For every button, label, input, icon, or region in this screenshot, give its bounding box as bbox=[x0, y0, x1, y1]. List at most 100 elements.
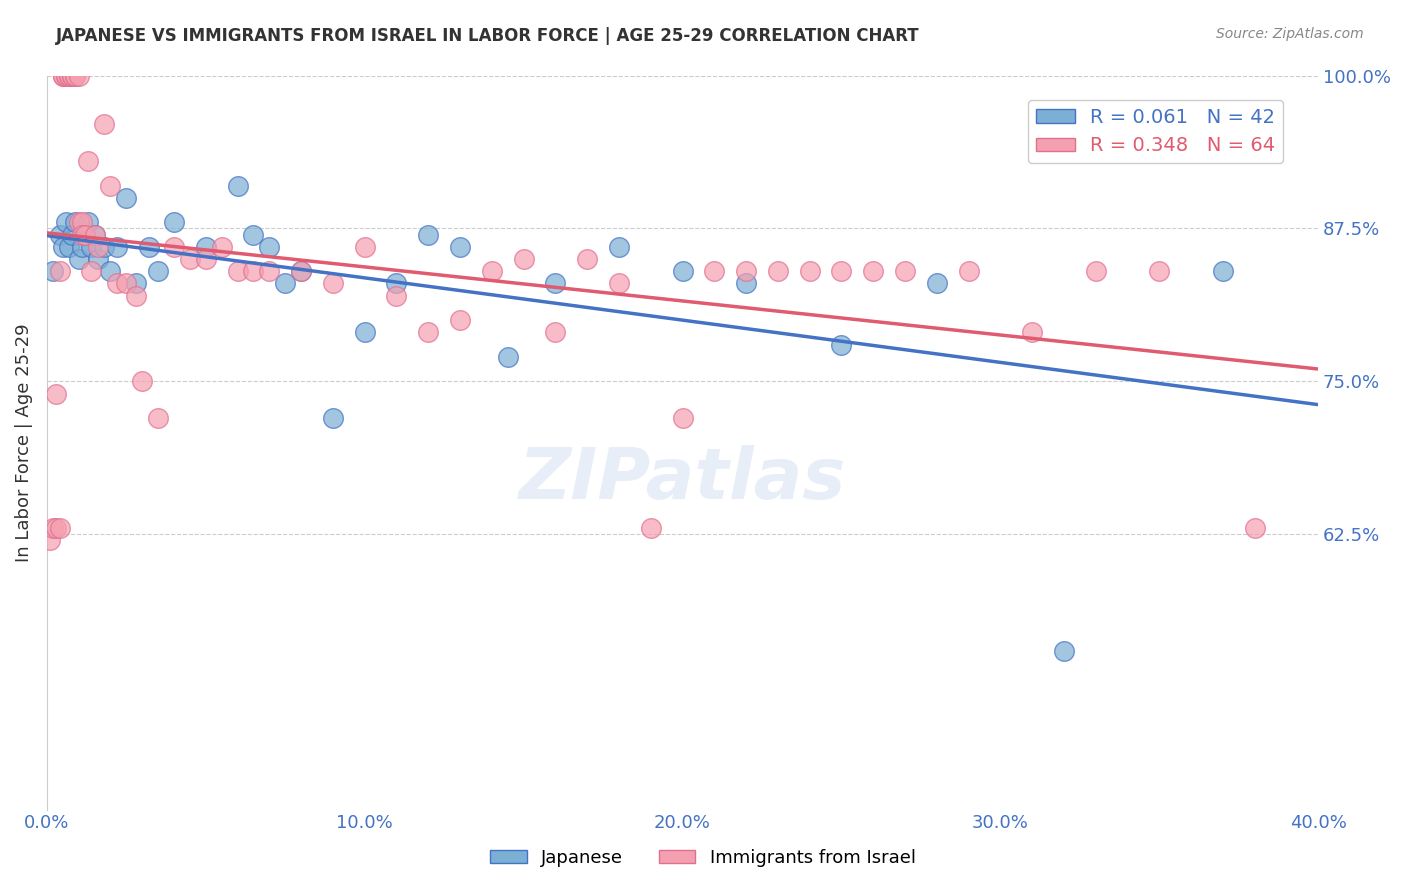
Point bbox=[735, 264, 758, 278]
Point bbox=[576, 252, 599, 266]
Point bbox=[1147, 264, 1170, 278]
Legend: R = 0.061   N = 42, R = 0.348   N = 64: R = 0.061 N = 42, R = 0.348 N = 64 bbox=[1028, 100, 1284, 163]
Point bbox=[418, 227, 440, 242]
Point bbox=[1212, 264, 1234, 278]
Point bbox=[58, 240, 80, 254]
Point bbox=[70, 215, 93, 229]
Point bbox=[322, 411, 344, 425]
Point bbox=[42, 521, 65, 535]
Point bbox=[60, 227, 83, 242]
Point bbox=[67, 215, 90, 229]
Point bbox=[671, 411, 693, 425]
Point bbox=[640, 521, 662, 535]
Point bbox=[131, 375, 153, 389]
Point bbox=[73, 227, 96, 242]
Point bbox=[1053, 643, 1076, 657]
Point bbox=[290, 264, 312, 278]
Point bbox=[1021, 326, 1043, 340]
Point bbox=[290, 264, 312, 278]
Text: JAPANESE VS IMMIGRANTS FROM ISRAEL IN LABOR FORCE | AGE 25-29 CORRELATION CHART: JAPANESE VS IMMIGRANTS FROM ISRAEL IN LA… bbox=[56, 27, 920, 45]
Point bbox=[138, 240, 160, 254]
Point bbox=[55, 215, 77, 229]
Point bbox=[607, 277, 630, 291]
Point bbox=[48, 264, 70, 278]
Point bbox=[67, 69, 90, 83]
Point bbox=[52, 240, 75, 254]
Point bbox=[115, 277, 138, 291]
Point bbox=[242, 264, 264, 278]
Point bbox=[353, 240, 375, 254]
Point bbox=[449, 313, 471, 327]
Point bbox=[830, 264, 852, 278]
Point bbox=[194, 240, 217, 254]
Point bbox=[274, 277, 297, 291]
Point bbox=[259, 264, 281, 278]
Point bbox=[115, 191, 138, 205]
Point bbox=[385, 289, 408, 303]
Point bbox=[211, 240, 233, 254]
Point bbox=[70, 227, 93, 242]
Text: ZIPatlas: ZIPatlas bbox=[519, 445, 846, 514]
Point bbox=[607, 240, 630, 254]
Point bbox=[45, 386, 67, 401]
Point bbox=[93, 240, 115, 254]
Point bbox=[60, 69, 83, 83]
Point bbox=[385, 277, 408, 291]
Point bbox=[125, 277, 148, 291]
Point bbox=[70, 240, 93, 254]
Point bbox=[259, 240, 281, 254]
Point bbox=[418, 326, 440, 340]
Point bbox=[87, 252, 110, 266]
Point bbox=[77, 154, 100, 169]
Point bbox=[799, 264, 821, 278]
Point bbox=[496, 350, 519, 364]
Point bbox=[512, 252, 534, 266]
Text: Source: ZipAtlas.com: Source: ZipAtlas.com bbox=[1216, 27, 1364, 41]
Legend: Japanese, Immigrants from Israel: Japanese, Immigrants from Israel bbox=[484, 842, 922, 874]
Point bbox=[105, 277, 128, 291]
Point bbox=[226, 264, 249, 278]
Point bbox=[83, 227, 105, 242]
Point bbox=[862, 264, 884, 278]
Point bbox=[163, 215, 186, 229]
Point bbox=[100, 178, 122, 193]
Point bbox=[48, 521, 70, 535]
Point bbox=[322, 277, 344, 291]
Point bbox=[55, 69, 77, 83]
Point bbox=[52, 69, 75, 83]
Point bbox=[894, 264, 917, 278]
Point bbox=[830, 337, 852, 351]
Point bbox=[105, 240, 128, 254]
Point bbox=[77, 215, 100, 229]
Point bbox=[544, 277, 567, 291]
Point bbox=[83, 227, 105, 242]
Point bbox=[125, 289, 148, 303]
Point bbox=[100, 264, 122, 278]
Point bbox=[39, 533, 62, 548]
Point bbox=[80, 240, 103, 254]
Point bbox=[925, 277, 948, 291]
Point bbox=[87, 240, 110, 254]
Point bbox=[179, 252, 201, 266]
Point bbox=[65, 69, 87, 83]
Point bbox=[42, 264, 65, 278]
Point bbox=[163, 240, 186, 254]
Point bbox=[957, 264, 980, 278]
Point bbox=[766, 264, 789, 278]
Point bbox=[65, 69, 87, 83]
Point bbox=[65, 215, 87, 229]
Point bbox=[73, 227, 96, 242]
Point bbox=[55, 69, 77, 83]
Point bbox=[242, 227, 264, 242]
Point bbox=[146, 411, 169, 425]
Point bbox=[52, 69, 75, 83]
Point bbox=[671, 264, 693, 278]
Y-axis label: In Labor Force | Age 25-29: In Labor Force | Age 25-29 bbox=[15, 323, 32, 562]
Point bbox=[481, 264, 503, 278]
Point bbox=[544, 326, 567, 340]
Point bbox=[449, 240, 471, 254]
Point bbox=[146, 264, 169, 278]
Point bbox=[58, 69, 80, 83]
Point bbox=[58, 69, 80, 83]
Point bbox=[1084, 264, 1107, 278]
